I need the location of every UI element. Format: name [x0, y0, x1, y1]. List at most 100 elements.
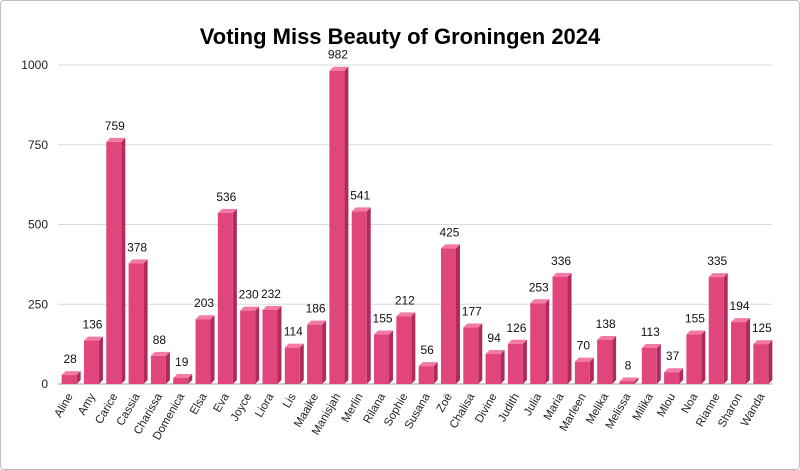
bar-joyce [240, 306, 260, 384]
bar-side [567, 272, 572, 384]
x-tick-label: Noa [680, 391, 701, 416]
value-label: 136 [82, 318, 102, 332]
bar-side [165, 351, 170, 384]
bar-top [641, 343, 661, 348]
bar-top [463, 323, 483, 328]
value-label: 232 [261, 287, 281, 301]
x-tick-label: Elsa [188, 391, 210, 417]
bar-judith [507, 339, 527, 384]
y-tick-label: 1000 [21, 58, 48, 72]
x-tick-label: Lis [281, 391, 299, 410]
bar-front [597, 339, 613, 384]
bar-susana [418, 362, 438, 384]
bar-top [150, 351, 170, 356]
bar-sophie [396, 312, 416, 384]
value-label: 125 [752, 321, 772, 335]
bar-top [485, 350, 505, 355]
x-tick-label: Amy [76, 391, 98, 417]
bar-side [76, 371, 81, 384]
value-label: 982 [328, 48, 348, 62]
bar-merlin [351, 207, 371, 384]
bar-top [262, 305, 282, 310]
value-label: 155 [373, 312, 393, 326]
bars [61, 66, 773, 384]
value-label: 8 [625, 358, 632, 372]
bar-noa [686, 330, 706, 384]
bar-top [83, 336, 103, 341]
bar-domenica [173, 373, 193, 384]
bar-side [344, 66, 349, 384]
bar-front [262, 309, 278, 384]
value-label: 203 [194, 296, 214, 310]
x-tick-label: Judith [496, 392, 522, 425]
value-label: 186 [306, 302, 326, 316]
bar-front [530, 303, 546, 384]
y-tick-label: 250 [28, 297, 48, 311]
value-label: 335 [707, 254, 727, 268]
x-tick-label: Julia [522, 391, 545, 418]
bar-front [731, 322, 747, 384]
bar-top [507, 339, 527, 344]
value-label: 28 [63, 352, 77, 366]
value-label: 230 [239, 288, 259, 302]
bar-top [307, 320, 327, 325]
value-label: 56 [420, 343, 434, 357]
value-label: 759 [105, 119, 125, 133]
bar-front [686, 334, 702, 384]
bar-side [411, 312, 416, 384]
bar-front [574, 361, 590, 384]
bar-side [277, 305, 282, 384]
bar-zoë [440, 244, 460, 384]
bar-side [723, 273, 728, 384]
bar-side [500, 350, 505, 384]
value-label: 177 [462, 305, 482, 319]
bar-front [418, 366, 434, 384]
value-label: 19 [175, 355, 189, 369]
bar-charissa [150, 351, 170, 384]
x-tick-label: Aline [53, 392, 76, 420]
value-label: 194 [730, 299, 750, 313]
bar-top [61, 371, 81, 376]
value-label: 212 [395, 293, 415, 307]
bar-carice [106, 137, 126, 384]
bar-side [232, 209, 237, 384]
x-tick-label: Divine [473, 392, 499, 426]
bar-top [351, 207, 371, 212]
bar-side [143, 259, 148, 384]
bar-amy [83, 336, 103, 384]
y-axis-ticks: 0 250 500 750 1000 [21, 58, 48, 391]
bar-milika [641, 343, 661, 384]
bar-side [701, 330, 706, 384]
bar-top [217, 209, 237, 214]
bar-front [619, 381, 635, 384]
bar-front [351, 211, 367, 384]
bar-top [686, 330, 706, 335]
bar-front [61, 375, 77, 384]
bar-front [463, 327, 479, 384]
bar-elsa [195, 315, 215, 384]
bar-top [329, 66, 349, 71]
bar-maaike [307, 320, 327, 384]
bar-top [708, 273, 728, 278]
bar-manisjah [329, 66, 349, 384]
bar-side [589, 357, 594, 384]
bar-side [612, 335, 617, 384]
bar-side [679, 368, 684, 384]
bar-side [455, 244, 460, 384]
value-label: 155 [685, 312, 705, 326]
bar-front [128, 263, 144, 384]
bar-side [478, 323, 483, 384]
bar-front [507, 343, 523, 384]
bar-side [522, 339, 527, 384]
bar-side [656, 343, 661, 384]
bar-side [210, 315, 215, 384]
bar-eva [217, 209, 237, 384]
bar-top [619, 377, 639, 382]
bar-top [195, 315, 215, 320]
bar-front [708, 277, 724, 384]
value-label: 126 [506, 321, 526, 335]
value-label: 253 [529, 280, 549, 294]
